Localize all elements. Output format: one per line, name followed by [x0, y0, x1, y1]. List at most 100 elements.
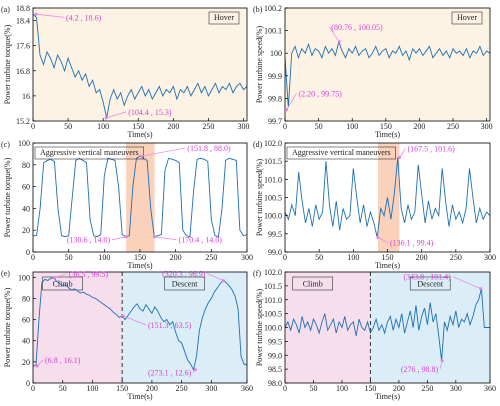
y-tick-label: 99.0 [268, 248, 282, 257]
annotation-point [284, 108, 288, 112]
annotation-text: (151.8 , 88.0) [187, 144, 231, 153]
annotation-arrow [154, 236, 177, 241]
annotation-arrow [106, 111, 127, 119]
x-axis-label: Time(s) [375, 130, 400, 139]
x-tick-label: 150 [382, 253, 394, 262]
y-axis-label: Power turbine torque(%) [3, 157, 12, 237]
y-tick-label: 80 [22, 161, 30, 170]
x-tick-label: 200 [416, 253, 428, 262]
annotation-arrow [328, 26, 340, 43]
label-box [286, 146, 396, 160]
x-tick-label: 250 [447, 122, 459, 131]
annotation-point [121, 314, 125, 318]
data-line [33, 277, 247, 371]
x-axis-label: Time(s) [127, 261, 152, 270]
annotation-text: (36.5 , 99.5) [69, 270, 109, 279]
label-box-text: Aggressive vertical maneuvers [292, 148, 391, 157]
panel-label: (e) [1, 269, 10, 278]
x-tick-label: 250 [202, 122, 214, 131]
annotation-arrow [54, 273, 67, 279]
plot-frame [32, 271, 248, 384]
y-tick-label: 99.5 [268, 337, 282, 346]
plot-frame [284, 7, 491, 122]
x-tick-label: 100 [347, 253, 359, 262]
x-axis-label: Time(s) [375, 392, 400, 401]
region-label: Descent [417, 280, 444, 289]
panel-label: (a) [1, 5, 10, 14]
annotation-text: (273.1 , 12.6) [148, 369, 192, 378]
x-axis-label: Time(s) [375, 261, 400, 270]
y-axis-label: Power turbine speed(%) [255, 289, 264, 367]
annotation-point [193, 368, 197, 372]
x-tick-label: 50 [315, 253, 323, 262]
panel: 0 50 100 150 200 250 300 99.0 99.5 100.0 100.5 101.… [253, 139, 496, 270]
x-tick-label: 150 [134, 253, 146, 262]
x-tick-label: 300 [481, 122, 493, 131]
annotation-text: (136.1 , 99.4) [390, 238, 434, 247]
x-tick-label: 100 [98, 253, 110, 262]
x-tick-label: 50 [59, 384, 67, 393]
annotation-point [35, 364, 39, 368]
panel: 0 50 100 150 200 250 300 99.7 99.8 99.9 100 100.1 10… [253, 4, 493, 139]
y-tick-label: 16 [22, 92, 30, 101]
data-line [285, 288, 490, 361]
y-tick-label: 60 [22, 316, 30, 325]
region-label: Climb [53, 280, 73, 289]
x-tick-label: 150 [116, 384, 128, 393]
x-tick-label: 150 [380, 122, 392, 131]
annotation-text: (320.3 , 96.9) [162, 270, 206, 279]
y-tick-label: 100 [270, 49, 282, 58]
x-tick-label: 200 [167, 122, 179, 131]
y-tick-label: 99.7 [268, 117, 282, 126]
y-tick-label: 98.0 [268, 379, 282, 388]
x-tick-label: 150 [364, 384, 376, 393]
annotation-arrow [141, 147, 186, 157]
plot-background [33, 8, 247, 121]
annotation-point [337, 40, 341, 44]
x-tick-label: 300 [205, 384, 217, 393]
x-tick-label: 200 [413, 122, 425, 131]
annotation-text: (343.8 , 101.4) [403, 273, 451, 282]
y-tick-label: 60 [22, 183, 30, 192]
x-tick-label: 50 [64, 122, 72, 131]
panel: 0 50 100 150 200 250 300 0 20 40 60 80 100 Time(s) Pow… [1, 139, 253, 270]
annotation-arrow [112, 236, 127, 241]
panel: 0 50 100 150 200 250 300 15.2 16 16.8 17.6 18.4 18.8… [1, 4, 249, 139]
region-label: Climb [303, 280, 323, 289]
plot-frame [32, 7, 248, 122]
y-tick-label: 18.8 [16, 4, 30, 13]
panel-label: (c) [1, 140, 10, 149]
y-tick-label: 100 [18, 273, 30, 282]
x-tick-label: 250 [205, 253, 217, 262]
y-tick-label: 100 [18, 139, 30, 148]
y-tick-label: 101.5 [264, 282, 282, 291]
y-tick-label: 99.0 [268, 351, 282, 360]
x-tick-label: 0 [283, 384, 287, 393]
x-tick-label: 100 [97, 122, 109, 131]
annotation-point [139, 154, 143, 158]
annotation-text: (2.20 , 99.75) [298, 90, 342, 99]
label-box-text: Hover [457, 13, 477, 22]
x-tick-label: 250 [450, 253, 462, 262]
x-tick-label: 200 [170, 253, 182, 262]
x-tick-label: 50 [315, 122, 323, 131]
region [370, 272, 490, 383]
y-tick-label: 99.8 [268, 94, 282, 103]
x-tick-label: 100 [336, 384, 348, 393]
y-tick-label: 102.0 [264, 268, 282, 277]
annotation-arrow [122, 315, 147, 326]
annotation-point [376, 235, 380, 239]
x-tick-label: 300 [237, 122, 249, 131]
x-tick-label: 250 [421, 384, 433, 393]
x-tick-label: 100 [86, 384, 98, 393]
region [285, 272, 371, 383]
annotation-point [153, 235, 157, 239]
y-tick-label: 101.5 [264, 157, 282, 166]
annotation-point [53, 276, 57, 280]
annotation-arrow [286, 93, 297, 110]
panel-label: (f) [253, 269, 261, 278]
y-tick-label: 0 [26, 379, 30, 388]
region [378, 143, 400, 252]
annotation-text: (6.8 , 16.1) [45, 356, 81, 365]
y-tick-label: 15.2 [16, 117, 30, 126]
